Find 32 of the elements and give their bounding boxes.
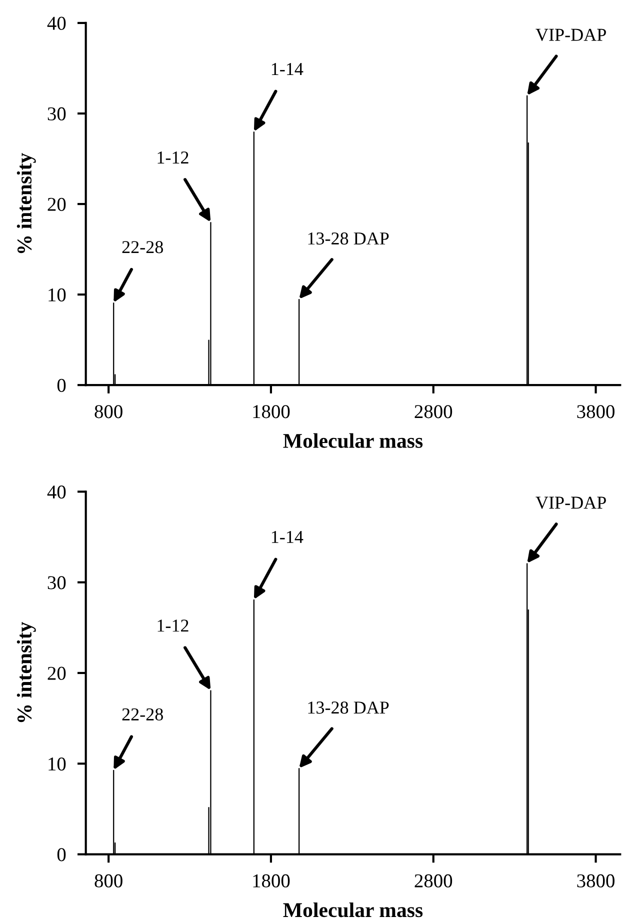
x-tick-label: 3800: [577, 405, 614, 418]
annotation: 13-28 DAP: [308, 232, 389, 245]
y-tick-label: 0: [57, 848, 66, 862]
annotation: VIP-DAP: [536, 496, 606, 509]
x-tick-label: 800: [94, 405, 122, 418]
y-tick-label: 20: [48, 198, 66, 211]
y-tick-label: 40: [47, 485, 66, 499]
x-axis-title: Molecular mass: [283, 902, 423, 918]
y-tick-label: 0: [57, 378, 66, 392]
annotation: 1-14: [272, 63, 304, 75]
x-tick-label: 2800: [414, 405, 452, 418]
y-tick-label: 10: [48, 288, 66, 302]
x-tick-label: 800: [94, 874, 122, 888]
annotation: 13-28 DAP: [308, 702, 389, 714]
x-tick-label: 2800: [414, 874, 452, 888]
y-tick-label: 20: [48, 666, 66, 680]
annotation: 22-28: [122, 241, 163, 254]
annotation: 1-14: [272, 530, 304, 543]
y-axis-title: % intensity: [16, 153, 36, 254]
y-axis-title: % intensity: [16, 622, 36, 722]
x-tick-label: 3800: [577, 874, 614, 888]
y-tick-label: 30: [48, 107, 66, 120]
x-axis-title: Molecular mass: [283, 433, 423, 448]
annotation: 22-28: [122, 708, 163, 721]
x-tick-label: 1800: [253, 405, 290, 418]
y-tick-label: 40: [47, 16, 66, 30]
annotation: VIP-DAP: [536, 28, 606, 42]
annotation: 1-12: [158, 620, 188, 632]
y-tick-label: 30: [48, 576, 66, 590]
annotation: 1-12: [158, 152, 188, 164]
x-tick-label: 1800: [253, 874, 290, 888]
y-tick-label: 10: [48, 757, 66, 771]
